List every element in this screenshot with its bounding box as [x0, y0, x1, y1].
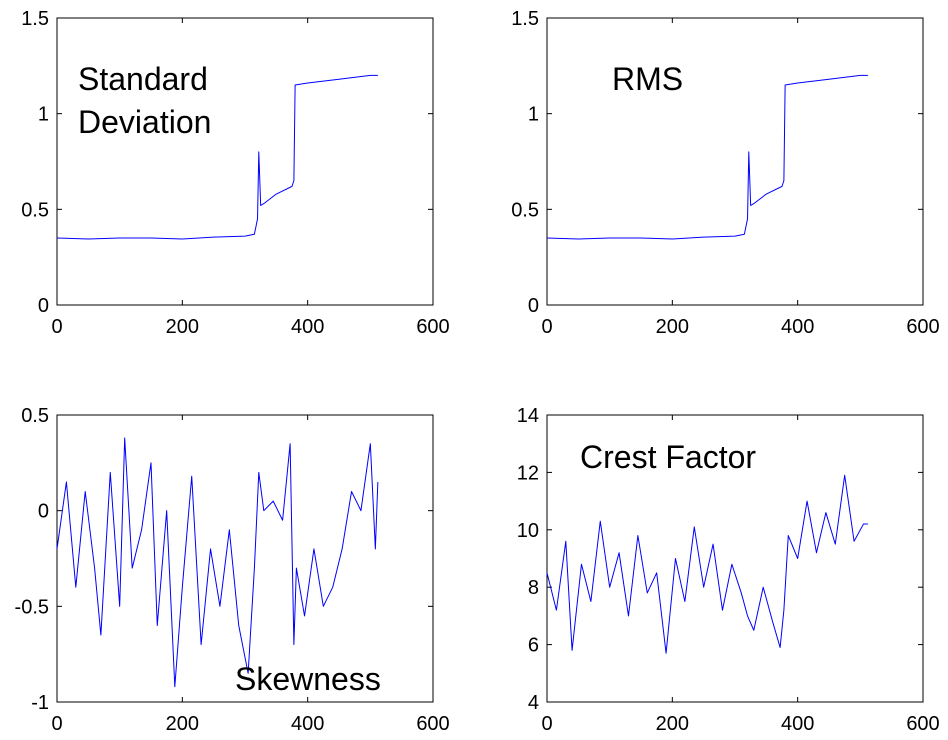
series-line — [56, 74, 378, 240]
axes-box — [56, 414, 434, 703]
y-tick-label: 8 — [528, 577, 539, 599]
series-line — [546, 74, 868, 240]
x-tick-label: 0 — [51, 316, 62, 338]
y-tick-label: 1 — [528, 104, 539, 126]
y-tick-label: 1.5 — [511, 8, 539, 30]
x-tick-label: 400 — [781, 316, 814, 338]
axes-box — [56, 17, 434, 306]
series-line — [546, 474, 868, 654]
x-tick-label: 0 — [541, 316, 552, 338]
x-tick-label: 0 — [541, 713, 552, 735]
x-tick-label: 600 — [416, 316, 449, 338]
chart-annotation: Skewness — [235, 661, 381, 697]
chart-annotation-line: Standard — [78, 61, 208, 97]
subplot-3: 0 200 400 600 -1 -0.5 0 0.5 Skewness — [15, 405, 450, 735]
x-tick-label: 200 — [656, 713, 689, 735]
y-tick-label: 1.5 — [21, 8, 49, 30]
y-tick-label: 0.5 — [21, 199, 49, 221]
x-tick-label: 600 — [906, 713, 939, 735]
axes-box — [546, 414, 924, 703]
y-tick-label: 4 — [528, 692, 539, 714]
y-tick-label: 10 — [517, 520, 539, 542]
chart-annotation-line: Crest Factor — [580, 439, 756, 475]
y-tick-label: 0.5 — [511, 199, 539, 221]
y-tick-label: -0.5 — [15, 596, 49, 618]
x-tick-label: 200 — [166, 316, 199, 338]
x-tick-label: 600 — [906, 316, 939, 338]
y-tick-label: 14 — [517, 405, 539, 427]
y-tick-label: 12 — [517, 462, 539, 484]
chart-annotation: Standard Deviation — [78, 61, 211, 140]
chart-annotation: RMS — [612, 61, 683, 97]
chart-annotation-line: Deviation — [78, 104, 211, 140]
series-line — [56, 437, 379, 688]
y-tick-label: 0 — [38, 295, 49, 317]
x-tick-label: 200 — [656, 316, 689, 338]
x-tick-label: 200 — [166, 713, 199, 735]
subplot-1: 0 200 400 600 0 0.5 1 1.5 Standard Deviation — [21, 8, 450, 338]
axes-box — [546, 17, 924, 306]
chart-annotation-line: Skewness — [235, 661, 381, 697]
chart-annotation-line: RMS — [612, 61, 683, 97]
y-tick-label: 0 — [528, 295, 539, 317]
y-tick-label: -1 — [31, 692, 49, 714]
y-tick-label: 1 — [38, 104, 49, 126]
x-tick-label: 400 — [291, 713, 324, 735]
x-tick-label: 0 — [51, 713, 62, 735]
y-tick-label: 6 — [528, 635, 539, 657]
subplot-2: 0 200 400 600 0 0.5 1 1.5 RMS — [511, 8, 940, 338]
x-tick-label: 400 — [781, 713, 814, 735]
x-tick-label: 600 — [416, 713, 449, 735]
x-tick-label: 400 — [291, 316, 324, 338]
chart-annotation: Crest Factor — [580, 439, 756, 475]
y-tick-label: 0 — [38, 501, 49, 523]
y-tick-label: 0.5 — [21, 405, 49, 427]
subplot-4: 0 200 400 600 4 6 8 10 12 14 Crest Factor — [517, 405, 940, 735]
